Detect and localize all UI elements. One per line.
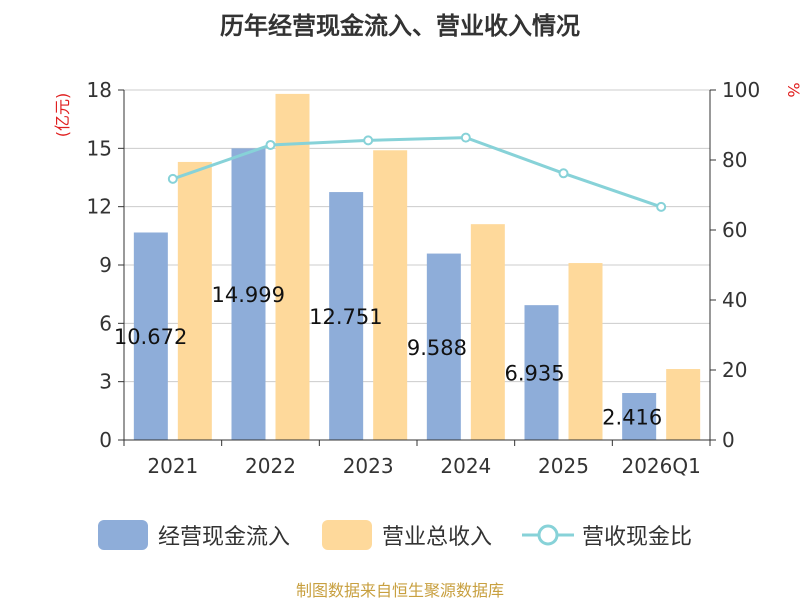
y-left-tick-label: 0 [99, 428, 112, 452]
x-tick-label: 2023 [343, 454, 394, 478]
bar-cash-inflow [329, 192, 364, 440]
ratio-point [167, 173, 178, 184]
bar-revenue [373, 150, 408, 440]
y-left-unit: (亿元) [53, 93, 72, 138]
legend-item-revenue[interactable]: 营业总收入 [322, 515, 492, 555]
legend: 经营现金流入 营业总收入 营收现金比 [0, 515, 800, 555]
x-tick-label: 2026Q1 [621, 454, 700, 478]
x-tick-label: 2025 [538, 454, 589, 478]
ratio-point [363, 135, 374, 146]
ratio-line [172, 136, 662, 209]
y-left-tick-label: 6 [99, 311, 112, 335]
x-tick-label: 2022 [245, 454, 296, 478]
bar-revenue [177, 161, 212, 440]
legend-label-revenue: 营业总收入 [382, 525, 493, 550]
data-label-cash-inflow: 2.416 [602, 406, 662, 430]
data-label-cash-inflow: 9.588 [407, 336, 467, 360]
data-label-cash-inflow: 6.935 [505, 362, 565, 386]
y-right-tick-label: 0 [722, 428, 735, 452]
y-right-tick-label: 40 [722, 288, 747, 312]
x-tick-label: 2021 [147, 454, 198, 478]
bar-cash-inflow [133, 232, 168, 440]
x-tick-label: 2024 [440, 454, 491, 478]
legend-swatch-revenue [322, 520, 372, 550]
ratio-point [460, 132, 471, 143]
bar-cash-inflow [426, 253, 461, 440]
legend-label-cash-inflow: 经营现金流入 [158, 525, 291, 550]
bar-revenue [470, 224, 505, 440]
bar-cash-inflow [622, 393, 657, 440]
chart-title: 历年经营现金流入、营业收入情况 [220, 12, 580, 40]
legend-item-cash-inflow[interactable]: 经营现金流入 [98, 515, 290, 555]
ratio-point [265, 139, 276, 150]
legend-swatch-cash-inflow [98, 520, 148, 550]
y-left-tick-label: 18 [87, 78, 112, 102]
bar-revenue [568, 263, 603, 440]
y-left-tick-label: 15 [87, 136, 112, 160]
y-left-tick-label: 3 [99, 370, 112, 394]
legend-swatch-ratio [522, 524, 574, 546]
y-left-tick-label: 12 [87, 195, 112, 219]
data-label-cash-inflow: 12.751 [309, 305, 382, 329]
y-right-tick-label: 60 [722, 218, 747, 242]
bar-cash-inflow [231, 148, 266, 440]
data-label-cash-inflow: 10.672 [114, 325, 187, 349]
bar-cash-inflow [524, 305, 559, 440]
ratio-point [656, 201, 667, 212]
data-label-cash-inflow: 14.999 [212, 283, 285, 307]
y-right-tick-label: 20 [722, 358, 747, 382]
y-left-tick-label: 9 [99, 253, 112, 277]
bar-revenue [275, 93, 310, 440]
y-right-unit: % [784, 82, 800, 97]
y-right-tick-label: 100 [722, 78, 760, 102]
y-right-tick-label: 80 [722, 148, 747, 172]
legend-item-ratio[interactable]: 营收现金比 [522, 515, 692, 555]
bar-revenue [666, 369, 701, 440]
legend-label-ratio: 营收现金比 [582, 525, 693, 550]
ratio-point [558, 168, 569, 179]
source-note: 制图数据来自恒生聚源数据库 [295, 581, 504, 600]
